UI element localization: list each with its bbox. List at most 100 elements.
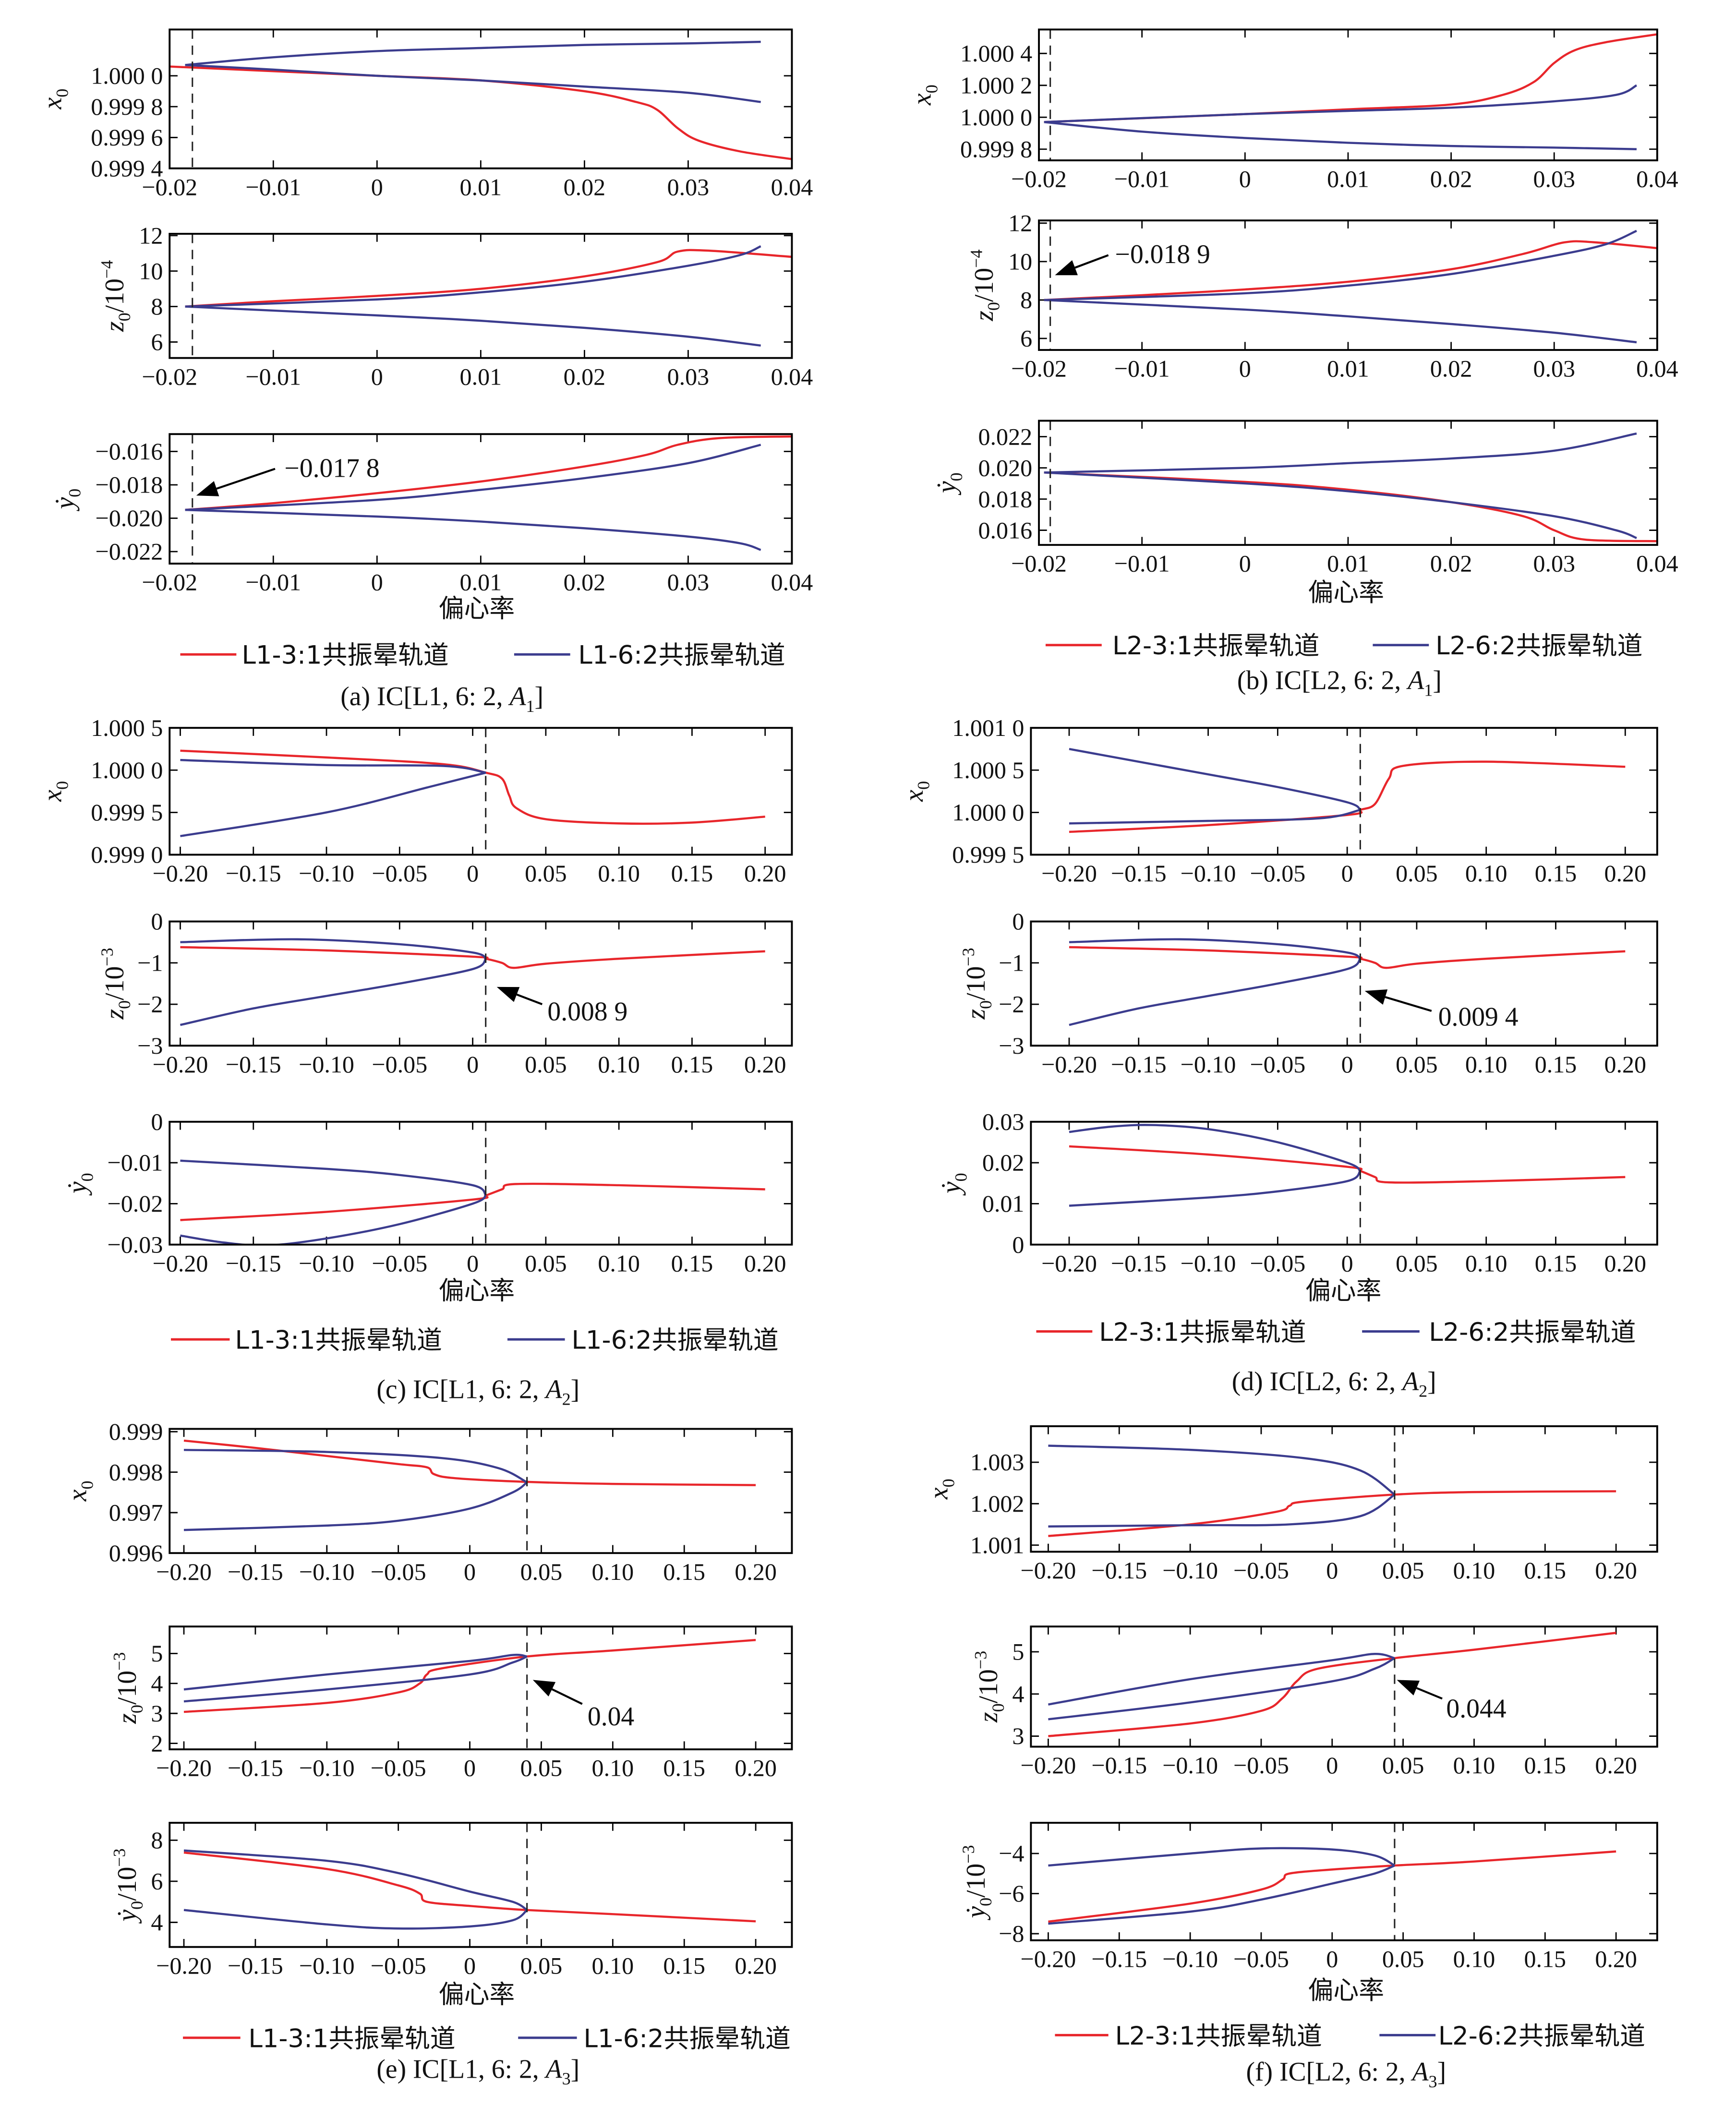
x-tick-label: 0.20	[744, 1051, 786, 1078]
annotation-arrow	[1385, 996, 1432, 1012]
x-tick-label: 0.10	[592, 1952, 634, 1979]
x-tick-label: 0.20	[735, 1952, 777, 1979]
y-axis-label: z0/10−4	[97, 260, 134, 332]
legend-label-6-2: L1-6:2共振晕轨道	[571, 1326, 778, 1355]
y-tick-label: 6	[151, 328, 163, 355]
x-tick-label: −0.05	[372, 1051, 427, 1078]
x-tick-label: 0.02	[564, 569, 606, 596]
x-tick-label: −0.15	[1091, 1752, 1147, 1779]
x-tick-label: 0	[371, 569, 383, 596]
x-tick-label: −0.10	[299, 860, 354, 887]
x-tick-label: 0.05	[1382, 1945, 1424, 1972]
y-tick-label: 3	[1012, 1722, 1024, 1749]
y-tick-label: 10	[139, 257, 163, 284]
series-6-2-curve	[180, 938, 487, 960]
panel-caption: (d) IC[L2, 6: 2, A2]	[1232, 1367, 1436, 1401]
x-tick-label: −0.10	[299, 1051, 354, 1078]
y-axis-label: z0/10−3	[97, 948, 134, 1020]
series-6-2-curve	[1069, 958, 1362, 1026]
x-tick-label: 0	[467, 1051, 479, 1078]
x-tick-label: 0.15	[1535, 1250, 1577, 1276]
x-tick-label: 0.01	[1327, 166, 1369, 193]
legend: L1-3:1共振晕轨道 L1-6:2共振晕轨道	[183, 2024, 791, 2053]
series-6-2-curve	[183, 1655, 528, 1703]
x-tick-label: 0.20	[1604, 860, 1646, 887]
annotation-arrow	[516, 993, 543, 1005]
x-tick-label: 0.05	[1382, 1557, 1424, 1584]
series-6-2-curve	[1048, 1864, 1395, 1925]
subplot-e-1: −0.20 −0.15 −0.10 −0.05 0 0.05 0.10 0.15 0.20 0.9…	[62, 1418, 793, 1585]
x-tick-label: 0.10	[1465, 1250, 1507, 1276]
y-tick-label: 0.999 5	[91, 799, 163, 826]
x-tick-label: 0.15	[663, 1952, 705, 1979]
y-tick-label: 0	[151, 908, 163, 935]
y-tick-label: 0	[1012, 908, 1024, 935]
series-6-2-curve	[1069, 1124, 1361, 1172]
x-tick-label: 0.04	[771, 173, 813, 200]
x-tick-label: 0.15	[1535, 860, 1577, 887]
annotation-label: 0.04	[588, 1702, 634, 1732]
arrow-head-icon	[196, 481, 219, 496]
y-tick-label: 0.999 4	[91, 155, 163, 181]
x-tick-label: −0.02	[142, 173, 197, 200]
y-axis-label: ẏ0	[50, 489, 84, 512]
x-tick-label: 0.03	[1533, 550, 1575, 577]
legend: L2-3:1共振晕轨道 L2-6:2共振晕轨道	[1036, 1318, 1636, 1347]
series-6-2-curve	[1044, 121, 1637, 150]
subplot-c-1: −0.20 −0.15 −0.10 −0.05 0 0.05 0.10 0.15 0.20 1.0…	[38, 714, 793, 887]
x-tick-label: 0.10	[598, 860, 640, 887]
annotation-label: −0.018 9	[1115, 240, 1210, 269]
arrow-head-icon	[496, 987, 520, 1002]
y-tick-label: −3	[137, 1032, 163, 1059]
series-6-2-curve	[184, 1449, 528, 1483]
x-tick-label: 0	[1326, 1945, 1338, 1972]
panel-b: −0.02 −0.01 0 0.01 0.02 0.03 0.04 1.000 4 1.000 …	[907, 28, 1678, 699]
annotation-label: 0.009 4	[1438, 1002, 1519, 1032]
y-axis-label: x0	[62, 1480, 96, 1502]
y-tick-label: 0.999 5	[952, 841, 1024, 868]
x-tick-label: 0.05	[525, 1250, 567, 1276]
series-6-2-curve	[183, 1653, 528, 1691]
x-tick-label: −0.05	[1250, 1250, 1305, 1276]
y-tick-label: −4	[999, 1840, 1024, 1867]
panel-caption: (f) IC[L2, 6: 2, A3]	[1246, 2057, 1446, 2091]
subplot-a-2: −0.02 −0.01 0 0.01 0.02 0.03 0.04 12 10 8 6 z0/10−4	[97, 222, 813, 390]
x-tick-label: −0.20	[1041, 860, 1097, 887]
plot-frame	[1038, 28, 1658, 161]
y-tick-label: 12	[1008, 210, 1032, 237]
y-tick-label: 0.999	[109, 1418, 163, 1445]
subplot-d-2: −0.20 −0.15 −0.10 −0.05 0 0.05 0.10 0.15 0.20 0 −1…	[959, 908, 1658, 1078]
series-3-1-curve	[183, 1851, 756, 1923]
plot-frame	[169, 1120, 793, 1246]
y-tick-label: 5	[1012, 1638, 1024, 1665]
y-tick-label: 1.000 2	[960, 72, 1032, 98]
legend-label-3-1: L1-3:1共振晕轨道	[241, 641, 448, 670]
x-tick-label: 0.05	[520, 1952, 563, 1979]
x-tick-label: 0	[464, 1755, 476, 1781]
x-tick-label: 0	[1239, 355, 1251, 382]
series-6-2-curve	[1069, 748, 1361, 811]
y-tick-label: 1.000 0	[91, 757, 163, 783]
y-tick-label: −1	[137, 949, 163, 976]
x-tick-label: 0	[1239, 550, 1251, 577]
x-tick-label: −0.15	[1111, 860, 1167, 887]
annotation-arrow	[551, 1688, 583, 1705]
y-tick-label: 0.999 0	[91, 841, 163, 868]
x-tick-label: −0.15	[228, 1952, 283, 1979]
annotation-arrow	[216, 468, 276, 490]
x-tick-label: 0.04	[771, 569, 813, 596]
series-6-2-curve	[185, 444, 761, 511]
subplot-c-3: −0.20 −0.15 −0.10 −0.05 0 0.05 0.10 0.15 0.20 0 −0…	[62, 1108, 793, 1276]
x-tick-label: −0.15	[226, 860, 281, 887]
x-tick-label: −0.05	[371, 1558, 426, 1585]
x-tick-label: 0	[464, 1558, 476, 1585]
panel-a: −0.02 −0.01 0 0.01 0.02 0.03 0.04 1.000 0 0.999 …	[38, 28, 813, 716]
series-3-1-curve	[185, 435, 792, 511]
x-tick-label: 0.15	[663, 1558, 705, 1585]
x-axis-label: 偏心率	[439, 1980, 515, 2010]
plot-frame	[1030, 1625, 1658, 1748]
x-tick-label: −0.10	[1181, 860, 1236, 887]
y-tick-label: 1.000 0	[91, 62, 163, 89]
x-tick-label: −0.01	[245, 363, 301, 390]
